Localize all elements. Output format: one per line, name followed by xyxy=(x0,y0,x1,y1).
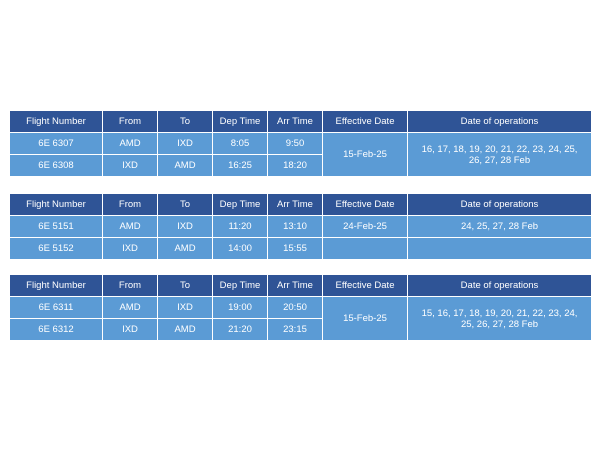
header-flight-number: Flight Number xyxy=(9,274,103,297)
header-dep-time: Dep Time xyxy=(212,110,268,133)
dep-time-cell: 14:00 xyxy=(212,237,268,260)
header-date-of-operations: Date of operations xyxy=(407,274,592,297)
effective-date-cell: 24-Feb-25 xyxy=(322,215,408,238)
arr-time-cell: 18:20 xyxy=(267,154,323,177)
flight-number-cell: 6E 6307 xyxy=(9,132,103,155)
dep-time-cell: 8:05 xyxy=(212,132,268,155)
header-to: To xyxy=(157,274,213,297)
table-row: 6E 6308 IXD AMD 16:25 18:20 xyxy=(9,154,592,177)
date-of-operations-cell: 24, 25, 27, 28 Feb xyxy=(407,215,592,238)
table-row: 6E 5151 AMD IXD 11:20 13:10 24-Feb-25 24… xyxy=(9,215,592,238)
flight-number-cell: 6E 6308 xyxy=(9,154,103,177)
header-row: Flight Number From To Dep Time Arr Time … xyxy=(9,193,592,216)
effective-date-cell: 15-Feb-25 xyxy=(322,132,408,177)
dep-time-cell: 11:20 xyxy=(212,215,268,238)
header-dep-time: Dep Time xyxy=(212,274,268,297)
to-cell: IXD xyxy=(157,132,213,155)
header-dep-time: Dep Time xyxy=(212,193,268,216)
header-effective-date: Effective Date xyxy=(322,110,408,133)
to-cell: AMD xyxy=(157,154,213,177)
dep-time-cell: 19:00 xyxy=(212,296,268,319)
to-cell: AMD xyxy=(157,318,213,341)
table-row: 6E 6311 AMD IXD 19:00 20:50 15-Feb-25 15… xyxy=(9,296,592,341)
table-row: 6E 5152 IXD AMD 14:00 15:55 xyxy=(9,237,592,260)
header-arr-time: Arr Time xyxy=(267,274,323,297)
header-flight-number: Flight Number xyxy=(9,110,103,133)
table-row: 6E 6307 AMD IXD 8:05 9:50 15-Feb-25 16, … xyxy=(9,132,592,177)
schedule-table-1: Flight Number From To Dep Time Arr Time … xyxy=(9,110,592,177)
header-to: To xyxy=(157,110,213,133)
header-from: From xyxy=(102,110,158,133)
to-cell: IXD xyxy=(157,215,213,238)
from-cell: IXD xyxy=(102,318,158,341)
flight-number-cell: 6E 5152 xyxy=(9,237,103,260)
to-cell: IXD xyxy=(157,296,213,319)
from-cell: AMD xyxy=(102,215,158,238)
dep-time-cell: 21:20 xyxy=(212,318,268,341)
header-arr-time: Arr Time xyxy=(267,110,323,133)
flight-number-cell: 6E 6311 xyxy=(9,296,103,319)
schedule-table-3: Flight Number From To Dep Time Arr Time … xyxy=(9,274,592,341)
from-cell: AMD xyxy=(102,296,158,319)
date-of-operations-cell: 16, 17, 18, 19, 20, 21, 22, 23, 24, 25, … xyxy=(407,132,592,177)
header-from: From xyxy=(102,193,158,216)
header-from: From xyxy=(102,274,158,297)
date-of-operations-cell xyxy=(407,237,592,260)
header-row: Flight Number From To Dep Time Arr Time … xyxy=(9,110,592,133)
arr-time-cell: 9:50 xyxy=(267,132,323,155)
flight-number-cell: 6E 5151 xyxy=(9,215,103,238)
dep-time-cell: 16:25 xyxy=(212,154,268,177)
from-cell: AMD xyxy=(102,132,158,155)
schedule-table-2: Flight Number From To Dep Time Arr Time … xyxy=(9,193,592,260)
header-date-of-operations: Date of operations xyxy=(407,110,592,133)
flight-number-cell: 6E 6312 xyxy=(9,318,103,341)
header-effective-date: Effective Date xyxy=(322,274,408,297)
header-date-of-operations: Date of operations xyxy=(407,193,592,216)
header-row: Flight Number From To Dep Time Arr Time … xyxy=(9,274,592,297)
from-cell: IXD xyxy=(102,237,158,260)
effective-date-cell: 15-Feb-25 xyxy=(322,296,408,341)
from-cell: IXD xyxy=(102,154,158,177)
date-of-operations-cell: 15, 16, 17, 18, 19, 20, 21, 22, 23, 24, … xyxy=(407,296,592,341)
to-cell: AMD xyxy=(157,237,213,260)
arr-time-cell: 15:55 xyxy=(267,237,323,260)
arr-time-cell: 13:10 xyxy=(267,215,323,238)
header-flight-number: Flight Number xyxy=(9,193,103,216)
header-to: To xyxy=(157,193,213,216)
header-effective-date: Effective Date xyxy=(322,193,408,216)
header-arr-time: Arr Time xyxy=(267,193,323,216)
table-row: 6E 6312 IXD AMD 21:20 23:15 xyxy=(9,318,592,341)
arr-time-cell: 23:15 xyxy=(267,318,323,341)
arr-time-cell: 20:50 xyxy=(267,296,323,319)
effective-date-cell xyxy=(322,237,408,260)
